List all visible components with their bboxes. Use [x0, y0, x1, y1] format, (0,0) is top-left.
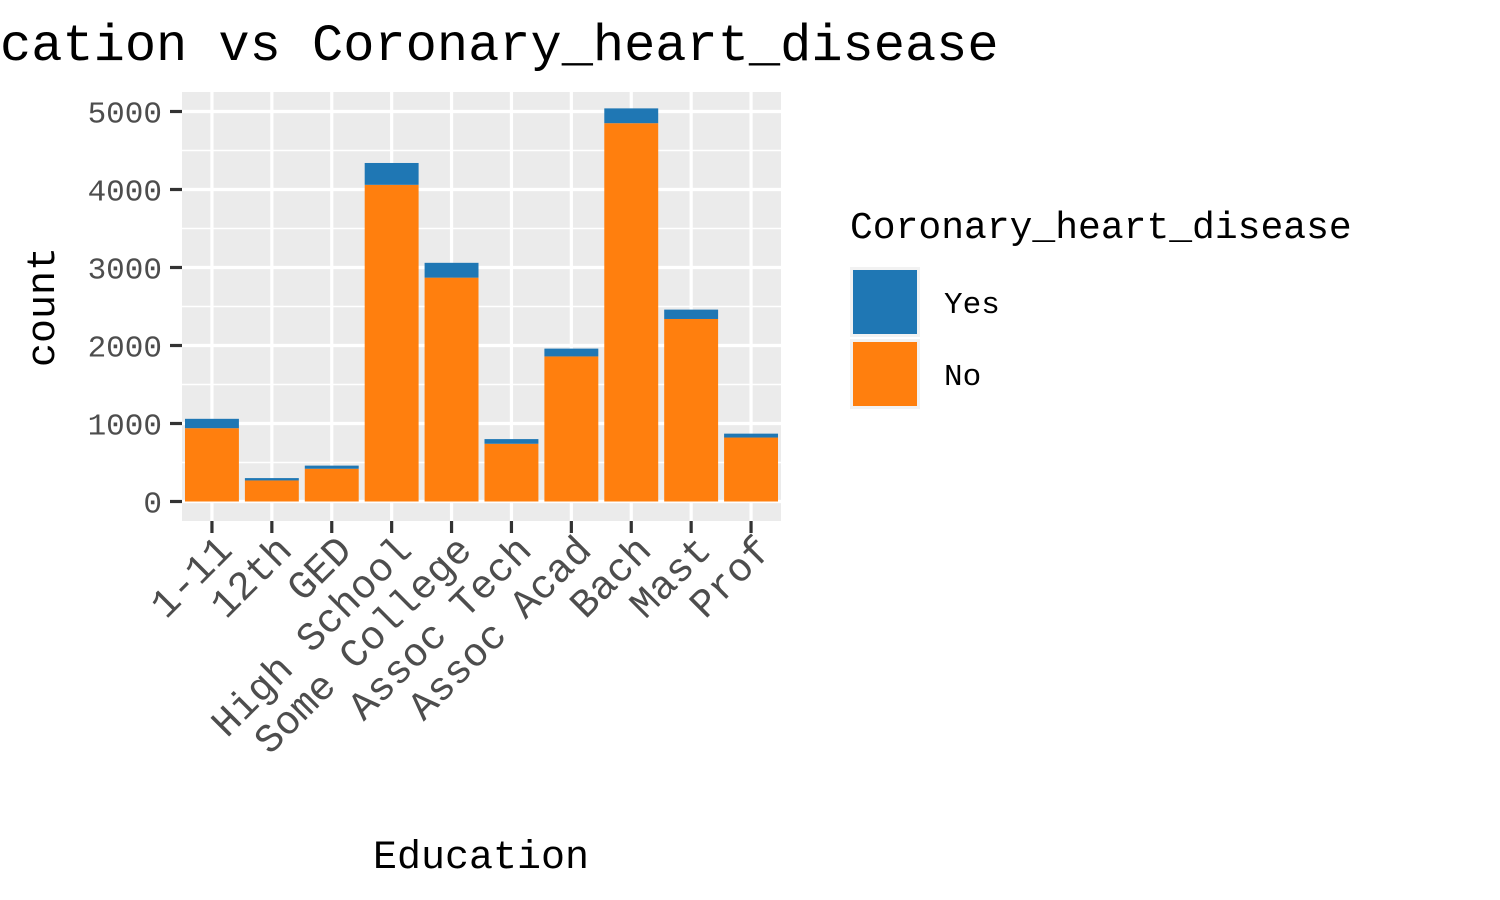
- y-axis: 0 1000 2000 3000 4000 5000: [88, 98, 182, 523]
- bar-segment-no: [484, 443, 539, 502]
- legend-title: Coronary_heart_disease: [850, 207, 1352, 250]
- bar-segment-no: [304, 468, 359, 502]
- y-tick-label: 4000: [88, 176, 162, 211]
- bar-segment-yes: [364, 162, 419, 185]
- bar-segment-yes: [664, 309, 719, 319]
- legend: Coronary_heart_disease Yes No: [850, 207, 1352, 409]
- bar-segment-no: [544, 356, 599, 502]
- bar-segment-yes: [724, 433, 779, 438]
- legend-key-no: [853, 342, 917, 406]
- legend-key-yes: [853, 270, 917, 334]
- bar-segment-no: [424, 277, 479, 502]
- bars: [184, 108, 779, 502]
- bar-segment-no: [604, 123, 659, 502]
- y-tick-label: 2000: [88, 332, 162, 367]
- bar-segment-yes: [484, 439, 539, 444]
- bar-segment-no: [244, 480, 299, 502]
- x-axis-title: Education: [373, 836, 589, 881]
- y-tick-label: 5000: [88, 98, 162, 133]
- bar-segment-yes: [604, 108, 659, 124]
- legend-label-yes: Yes: [944, 288, 1000, 323]
- y-tick-label: 3000: [88, 254, 162, 289]
- bar-segment-yes: [424, 262, 479, 278]
- bar-segment-yes: [304, 465, 359, 469]
- bar-segment-no: [724, 437, 779, 502]
- y-axis-title: count: [22, 247, 67, 367]
- chart-title: cation vs Coronary_heart_disease: [0, 17, 999, 76]
- bar-segment-no: [184, 428, 239, 502]
- bar-segment-yes: [544, 348, 599, 357]
- bar-segment-no: [364, 184, 419, 502]
- legend-label-no: No: [944, 360, 981, 395]
- y-tick-label: 0: [143, 488, 162, 523]
- bar-segment-yes: [184, 418, 239, 429]
- y-tick-label: 1000: [88, 410, 162, 445]
- bar-segment-yes: [244, 478, 299, 481]
- bar-segment-no: [664, 318, 719, 502]
